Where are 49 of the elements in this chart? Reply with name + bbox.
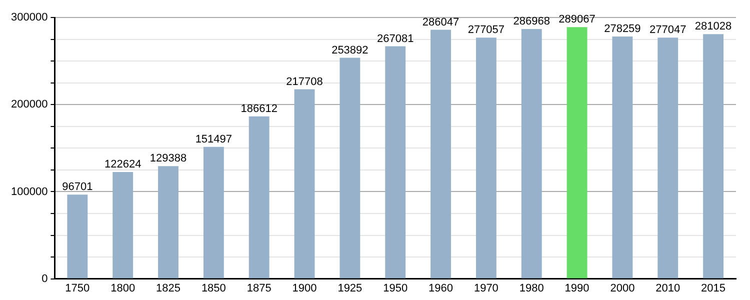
data-label: 267081 xyxy=(376,32,414,45)
bar xyxy=(203,146,224,278)
x-tick-label: 1900 xyxy=(292,282,317,294)
data-label: 96701 xyxy=(62,181,93,194)
x-tick-label: 1800 xyxy=(110,282,136,294)
x-tick-label: 2015 xyxy=(701,282,726,294)
x-tick-label: 1970 xyxy=(474,282,498,294)
data-label: 286047 xyxy=(422,16,460,28)
bar xyxy=(703,34,724,278)
data-label: 151497 xyxy=(195,133,232,146)
data-label: 289067 xyxy=(558,14,596,26)
x-tick-label: 1950 xyxy=(383,282,408,294)
x-tick-label: 1925 xyxy=(338,282,362,294)
bar xyxy=(566,27,588,278)
y-tick-label: 100000 xyxy=(10,186,48,198)
x-tick-label: 1875 xyxy=(246,282,272,294)
data-label: 186612 xyxy=(240,102,278,115)
data-label: 253892 xyxy=(332,44,368,56)
data-label: 129388 xyxy=(150,152,187,165)
data-label: 122624 xyxy=(104,158,142,171)
x-tick-label: 2000 xyxy=(610,282,635,294)
bar xyxy=(294,89,315,278)
data-label: 281028 xyxy=(694,20,732,33)
data-label: 217708 xyxy=(286,76,323,88)
bar xyxy=(67,194,88,278)
bar xyxy=(158,166,178,278)
bar xyxy=(521,28,542,278)
bar xyxy=(340,58,360,278)
data-label: 278259 xyxy=(604,23,641,36)
x-tick-label: 1960 xyxy=(428,282,454,294)
x-tick-label: 1750 xyxy=(65,282,90,294)
bar xyxy=(248,116,270,278)
bar xyxy=(112,172,134,278)
data-label: 277057 xyxy=(468,24,505,36)
data-label: 286968 xyxy=(513,15,550,28)
y-tick-label: 300000 xyxy=(10,12,48,24)
x-tick-label: 1980 xyxy=(519,282,544,294)
bar xyxy=(658,38,678,278)
x-tick-label: 1850 xyxy=(201,282,226,294)
y-tick-label: 200000 xyxy=(10,98,48,111)
bar xyxy=(476,38,496,278)
x-tick-label: 1825 xyxy=(156,282,180,294)
bar xyxy=(430,30,451,278)
x-tick-label: 2010 xyxy=(656,282,680,294)
x-tick-label: 1990 xyxy=(564,282,590,294)
data-label: 277047 xyxy=(650,24,686,36)
bar xyxy=(385,46,406,278)
y-tick-label: 0 xyxy=(42,272,48,285)
bar xyxy=(612,36,633,278)
